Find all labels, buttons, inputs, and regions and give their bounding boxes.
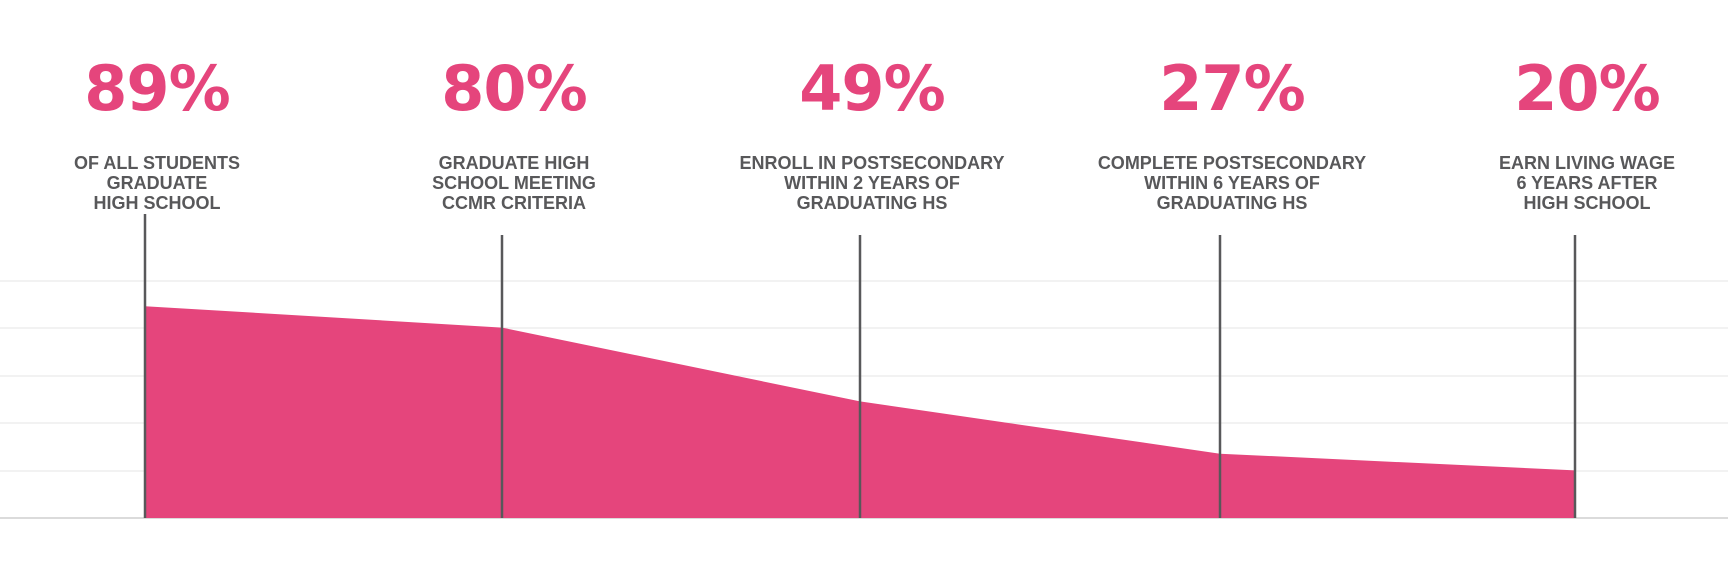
stage-3: 49% ENROLL IN POSTSECONDARY WITHIN 2 YEAR… (712, 52, 1032, 214)
stage-description: EARN LIVING WAGE 6 YEARS AFTER HIGH SCHO… (1498, 153, 1675, 213)
stage-description: OF ALL STUDENTS GRADUATE HIGH SCHOOL (74, 153, 240, 213)
stage-value-label: 80% (441, 52, 587, 125)
stage-4: 27% COMPLETE POSTSECONDARY WITHIN 6 YEARS… (1072, 52, 1392, 214)
stage-value-label: 89% (84, 52, 230, 125)
stage-1: 89% OF ALL STUDENTS GRADUATE HIGH SCHOOL (0, 52, 317, 214)
stage-description: ENROLL IN POSTSECONDARY WITHIN 2 YEARS O… (739, 153, 1005, 213)
stage-value-label: 20% (1514, 52, 1660, 125)
stage-description: COMPLETE POSTSECONDARY WITHIN 6 YEARS OF… (1097, 153, 1367, 213)
stage-description: GRADUATE HIGH SCHOOL MEETING CCMR CRITER… (432, 153, 596, 213)
stage-value-label: 27% (1159, 52, 1305, 125)
stage-5: 20% EARN LIVING WAGE 6 YEARS AFTER HIGH S… (1427, 52, 1728, 214)
stage-2: 80% GRADUATE HIGH SCHOOL MEETING CCMR CRI… (354, 52, 674, 214)
stage-value-label: 49% (799, 52, 945, 125)
